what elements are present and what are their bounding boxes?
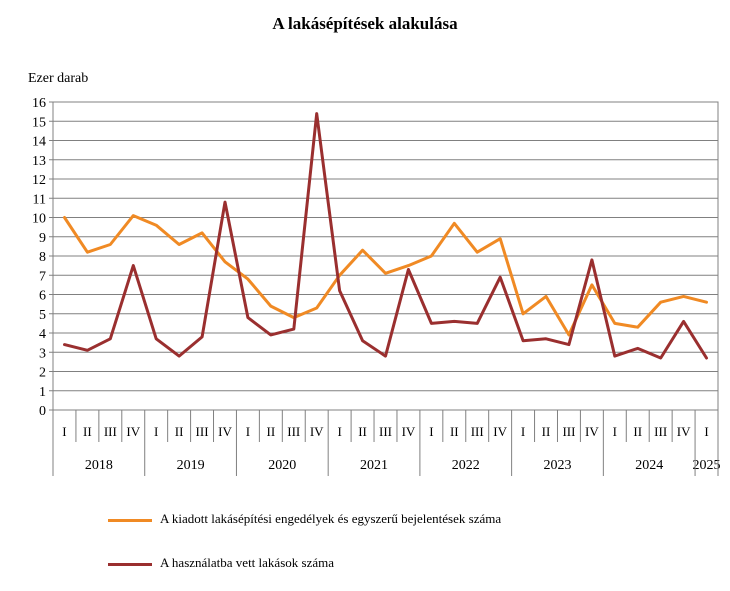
series-line-completed	[63, 112, 708, 360]
chart-title: A lakásépítések alakulása	[272, 14, 458, 33]
x-tick-label: III	[654, 424, 667, 439]
x-tick-label: I	[337, 424, 341, 439]
y-tick-label: 7	[39, 269, 46, 284]
x-year-label: 2025	[693, 458, 721, 473]
y-tick-label: 9	[39, 231, 46, 246]
legend-label-completed: A használatba vett lakások száma	[160, 555, 334, 570]
y-tick-label: 2	[39, 366, 46, 381]
x-tick-label: IV	[402, 424, 416, 439]
x-tick-label: III	[104, 424, 117, 439]
x-tick-label: II	[633, 424, 642, 439]
y-tick-label: 0	[39, 404, 46, 419]
legend-label-permits: A kiadott lakásépítési engedélyek és egy…	[160, 511, 502, 526]
x-year-label: 2021	[360, 458, 388, 473]
x-year-label: 2018	[85, 458, 113, 473]
y-tick-label: 3	[39, 346, 46, 361]
legend-swatch-permits	[108, 519, 152, 522]
x-tick-label: II	[267, 424, 276, 439]
y-tick-label: 1	[39, 385, 46, 400]
x-tick-label: IV	[310, 424, 324, 439]
y-tick-label: 4	[39, 327, 46, 342]
y-tick-label: 13	[32, 154, 46, 169]
x-tick-label: I	[246, 424, 250, 439]
x-tick-label: I	[429, 424, 433, 439]
x-tick-label: IV	[585, 424, 599, 439]
x-tick-label: I	[154, 424, 158, 439]
x-tick-label: IV	[677, 424, 691, 439]
y-tick-label: 11	[33, 192, 46, 207]
y-tick-label: 6	[39, 289, 46, 304]
y-axis-unit-label: Ezer darab	[28, 71, 89, 86]
y-tick-label: 8	[39, 250, 46, 265]
x-tick-label: III	[379, 424, 392, 439]
x-tick-label: I	[613, 424, 617, 439]
x-tick-label: II	[358, 424, 367, 439]
x-tick-label: II	[83, 424, 92, 439]
x-tick-label: IV	[218, 424, 232, 439]
x-year-label: 2023	[543, 458, 571, 473]
x-tick-label: IV	[126, 424, 140, 439]
x-tick-label: I	[521, 424, 525, 439]
x-tick-label: IV	[493, 424, 507, 439]
x-tick-label: I	[704, 424, 708, 439]
y-tick-label: 15	[32, 115, 46, 130]
x-tick-label: II	[450, 424, 459, 439]
y-tick-label: 12	[32, 173, 46, 188]
y-tick-label: 14	[32, 135, 46, 150]
x-tick-label: III	[562, 424, 575, 439]
x-year-label: 2022	[452, 458, 480, 473]
y-tick-label: 5	[39, 308, 46, 323]
x-tick-label: II	[175, 424, 184, 439]
x-tick-label: III	[287, 424, 300, 439]
x-tick-label: III	[196, 424, 209, 439]
legend-swatch-completed	[108, 563, 152, 566]
x-tick-label: III	[471, 424, 484, 439]
y-tick-label: 10	[32, 212, 46, 227]
x-year-label: 2019	[177, 458, 205, 473]
x-year-label: 2020	[268, 458, 296, 473]
x-tick-label: I	[62, 424, 66, 439]
x-tick-label: II	[542, 424, 551, 439]
x-year-label: 2024	[635, 458, 663, 473]
y-tick-label: 16	[32, 96, 46, 111]
